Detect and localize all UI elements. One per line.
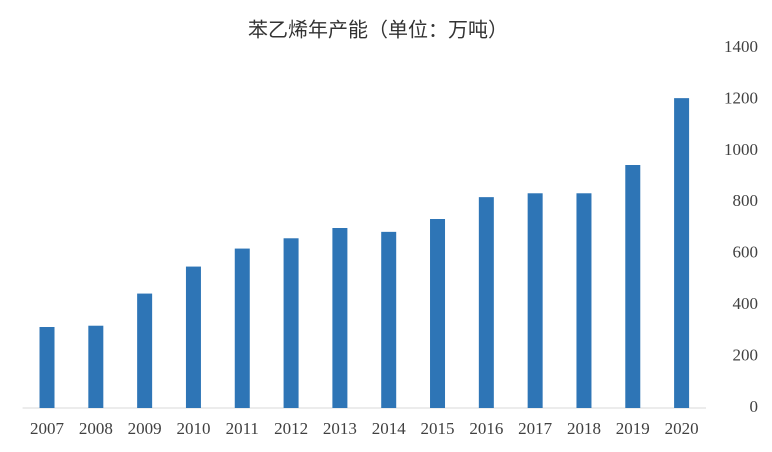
bar — [674, 98, 690, 409]
x-tick-label: 2013 — [323, 419, 357, 438]
x-tick-label: 2015 — [421, 419, 455, 438]
bar — [527, 193, 543, 408]
bar — [185, 266, 201, 408]
x-tick-label: 2011 — [226, 419, 259, 438]
bar — [576, 193, 592, 408]
x-tick-label: 2009 — [128, 419, 162, 438]
y-tick-label: 600 — [733, 243, 759, 262]
chart-title: 苯乙烯年产能（单位：万吨） — [248, 19, 508, 42]
bar — [88, 325, 104, 408]
bar — [283, 238, 299, 408]
bar — [625, 165, 641, 408]
x-tick-label: 2010 — [176, 419, 210, 438]
x-tick-label: 2008 — [79, 419, 113, 438]
y-tick-label: 400 — [733, 294, 759, 313]
bar — [234, 248, 250, 408]
y-tick-label: 1200 — [724, 88, 758, 107]
x-tick-label: 2018 — [567, 419, 601, 438]
x-tick-label: 2012 — [274, 419, 308, 438]
bar — [430, 219, 446, 408]
x-tick-label: 2020 — [665, 419, 699, 438]
x-tick-label: 2014 — [372, 419, 407, 438]
bar — [381, 231, 397, 408]
bar — [39, 327, 55, 408]
y-tick-label: 1400 — [724, 37, 758, 56]
y-tick-label: 0 — [750, 397, 759, 416]
bar — [478, 197, 494, 408]
x-tick-label: 2007 — [30, 419, 65, 438]
x-tick-label: 2016 — [469, 419, 503, 438]
x-tick-label: 2019 — [616, 419, 650, 438]
bar — [332, 228, 348, 408]
y-tick-label: 800 — [733, 191, 759, 210]
y-tick-label: 200 — [733, 345, 759, 364]
y-tick-label: 1000 — [724, 140, 758, 159]
bar — [137, 293, 153, 408]
x-tick-label: 2017 — [518, 419, 553, 438]
